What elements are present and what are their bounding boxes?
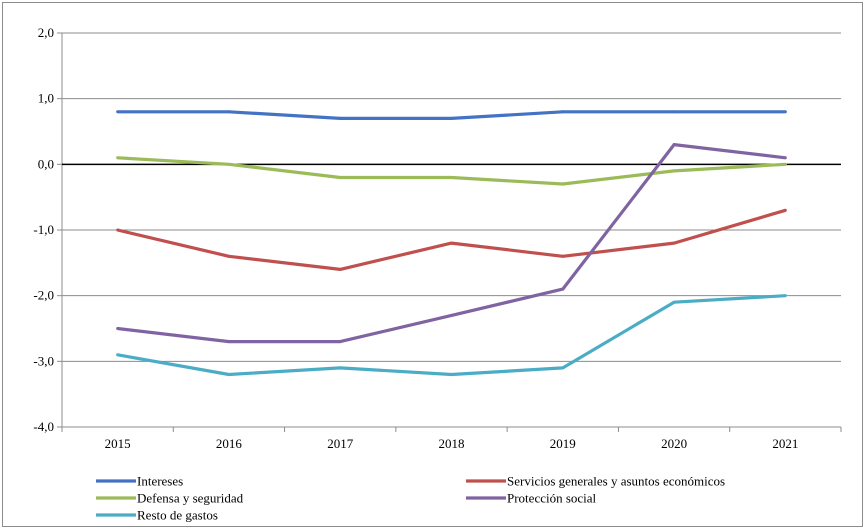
data-point [672, 300, 676, 304]
data-point [561, 182, 565, 186]
x-tick-label: 2016 [216, 436, 243, 451]
legend-label: Defensa y seguridad [137, 491, 244, 506]
data-point [227, 340, 231, 344]
data-point [450, 241, 453, 245]
x-tick-label: 2017 [327, 436, 354, 451]
data-point [783, 294, 787, 298]
legend-label: Intereses [137, 474, 183, 489]
data-point [783, 162, 787, 166]
y-tick-label: 0,0 [38, 156, 54, 171]
y-tick-label: -1,0 [33, 222, 54, 237]
data-point [672, 143, 676, 147]
data-point [338, 340, 342, 344]
series-line-2 [117, 156, 786, 186]
data-point [450, 116, 453, 120]
axes: 2,0 1,0 0,0 -1,0 -2,0 -3,0 -4,0 2015 2016 2017 201… [33, 25, 842, 451]
data-point [227, 162, 231, 166]
y-tick-label: -2,0 [33, 288, 54, 303]
series-line-4 [117, 294, 786, 377]
data-point [227, 254, 231, 258]
y-tick-label: -3,0 [33, 353, 54, 368]
data-point [338, 175, 342, 179]
gridlines [62, 32, 841, 428]
legend-label: Protección social [507, 491, 597, 506]
data-point [116, 110, 120, 114]
data-point [783, 156, 787, 160]
y-tick-label: -4,0 [33, 419, 54, 434]
legend-label: Resto de gastos [137, 508, 218, 523]
series-line-1 [117, 208, 786, 271]
data-point [227, 372, 231, 376]
x-tick-label: 2020 [661, 436, 687, 451]
data-point [338, 267, 342, 271]
data-point [783, 208, 787, 212]
data-point [561, 366, 565, 370]
data-point [561, 110, 565, 114]
data-point [338, 366, 342, 370]
series-lines [116, 110, 787, 377]
data-point [116, 327, 120, 330]
x-tick-label: 2021 [772, 436, 798, 451]
data-point [561, 254, 565, 258]
x-tick-label: 2015 [105, 436, 131, 451]
y-tick-label: 2,0 [38, 25, 54, 40]
data-point [561, 287, 565, 291]
x-tick-label: 2019 [550, 436, 576, 451]
legend-label: Servicios generales y asuntos económicos [507, 474, 725, 489]
data-point [116, 156, 120, 160]
data-point [116, 353, 120, 357]
data-point [338, 116, 342, 120]
legend: Intereses Servicios generales y asuntos e… [96, 474, 725, 523]
data-point [116, 228, 120, 232]
data-point [450, 372, 453, 376]
x-tick-label: 2018 [439, 436, 465, 451]
data-point [450, 175, 453, 179]
data-point [450, 313, 453, 317]
y-tick-label: 1,0 [38, 91, 54, 106]
data-point [672, 110, 676, 114]
data-point [227, 110, 231, 114]
data-point [783, 110, 787, 114]
data-point [672, 169, 676, 173]
data-point [672, 241, 676, 245]
